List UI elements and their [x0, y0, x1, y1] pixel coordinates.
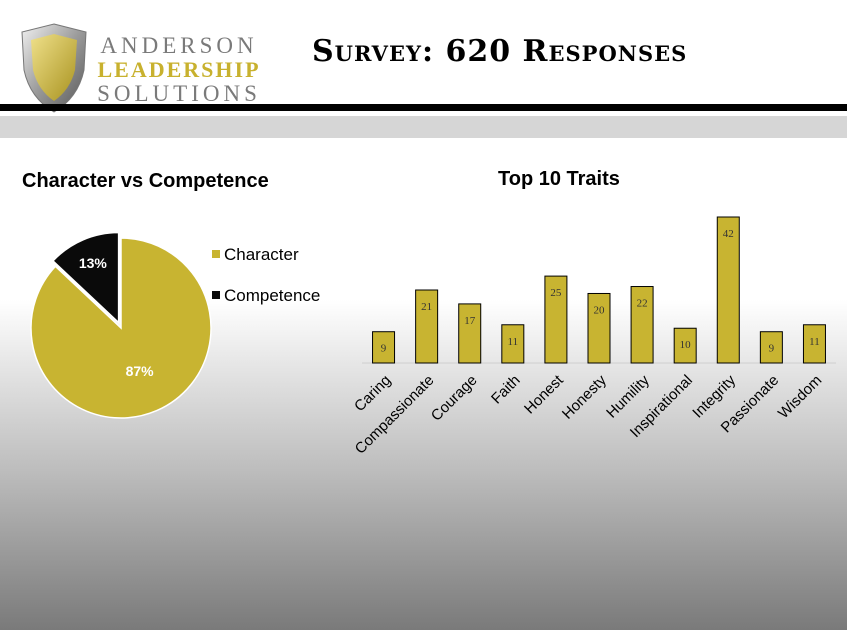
bar-data-label-wisdom: 11	[809, 336, 820, 348]
bar-data-label-compassionate: 21	[421, 301, 432, 313]
bar-tick-label-wisdom: Wisdom	[775, 372, 825, 422]
bar-integrity	[716, 216, 740, 364]
bar-data-label-inspirational: 10	[680, 339, 692, 351]
pie-slice-competence	[51, 231, 120, 325]
bar-chart-title: Top 10 Traits	[498, 168, 620, 190]
bar-inspirational	[673, 327, 697, 364]
bar-honesty	[587, 292, 611, 364]
company-logo-text: ANDERSON LEADERSHIP SOLUTIONS	[94, 34, 264, 106]
pie-slice-character	[30, 237, 212, 419]
bar-courage	[458, 303, 482, 364]
header-gray-band	[0, 116, 847, 138]
logo-line-anderson: ANDERSON	[100, 33, 258, 58]
bar-chart: 9Caring21Compassionate17Courage11Faith25…	[351, 216, 836, 458]
page-title: Survey: 620 Responses	[312, 34, 688, 69]
bar-data-label-caring: 9	[381, 343, 387, 355]
bar-data-label-courage: 17	[464, 315, 476, 327]
bar-humility	[630, 286, 654, 364]
legend-item-competence: Competence	[212, 286, 320, 306]
header-divider	[0, 104, 847, 111]
bar-honest	[544, 275, 568, 364]
logo-line-leadership: LEADERSHIP	[97, 57, 261, 82]
legend-swatch-character	[212, 249, 220, 258]
bar-passionate	[759, 331, 783, 364]
bar-data-label-honest: 25	[550, 287, 562, 299]
bar-compassionate	[415, 289, 439, 364]
pie-chart: 87% 13%	[30, 231, 212, 419]
shield-logo-icon	[21, 23, 87, 113]
pie-chart-title: Character vs Competence	[22, 170, 269, 192]
header: ANDERSON LEADERSHIP SOLUTIONS Survey: 62…	[0, 0, 847, 113]
bar-caring	[372, 331, 396, 364]
bar-data-label-passionate: 9	[769, 343, 775, 355]
bar-data-label-humility: 22	[637, 298, 648, 310]
pie-data-label-competence: 13%	[79, 255, 108, 271]
pie-data-label-character: 87%	[126, 363, 155, 379]
legend-item-character: Character	[212, 245, 299, 265]
bar-wisdom	[802, 324, 826, 364]
legend-swatch-competence	[212, 290, 220, 299]
bar-tick-label-compassionate: Compassionate	[352, 372, 438, 458]
legend-label-competence: Competence	[224, 286, 321, 305]
bar-data-label-faith: 11	[508, 336, 519, 348]
bar-data-label-integrity: 42	[723, 228, 734, 240]
bar-faith	[501, 324, 525, 364]
bar-tick-label-courage: Courage	[428, 372, 481, 425]
bar-data-label-honesty: 20	[594, 304, 606, 316]
bar-tick-label-honesty: Honesty	[559, 371, 610, 422]
legend-label-character: Character	[224, 245, 299, 264]
logo-line-solutions: SOLUTIONS	[97, 81, 261, 106]
bar-tick-label-faith: Faith	[488, 372, 524, 408]
